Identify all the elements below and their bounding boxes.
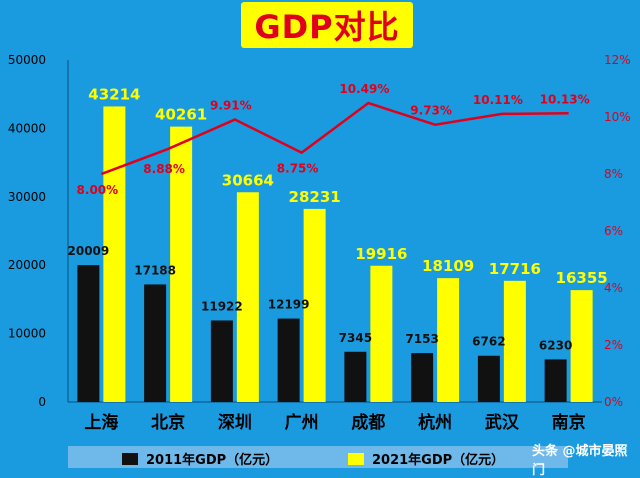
- bar-2011-value-label: 12199: [268, 298, 310, 312]
- bar-2021: [370, 265, 393, 402]
- bar-2011-value-label: 11922: [201, 299, 243, 313]
- bar-2011-value-label: 17188: [134, 263, 176, 277]
- bar-2011-value-label: 7345: [339, 331, 372, 345]
- bar-2021-value-label: 16355: [556, 269, 608, 287]
- category-label: 武汉: [485, 412, 520, 433]
- bar-2011-value-label: 6230: [539, 338, 572, 352]
- y-right-tick-label: 12%: [604, 53, 631, 67]
- bar-2021: [103, 106, 126, 403]
- y-left-tick-label: 40000: [8, 121, 46, 135]
- category-label: 成都: [351, 412, 385, 433]
- legend-label-2021: 2021年GDP（亿元）: [372, 453, 505, 468]
- category-label: 上海: [84, 412, 118, 433]
- bar-2021: [437, 278, 460, 402]
- bar-2021-value-label: 19916: [355, 245, 407, 263]
- growth-label: 10.11%: [473, 93, 523, 107]
- bar-2011: [77, 265, 100, 402]
- watermark: 头条 @城市晏照门: [532, 444, 628, 478]
- growth-label: 8.75%: [277, 162, 319, 176]
- category-label: 北京: [151, 412, 185, 433]
- legend-item-2021: 2021年GDP（亿元）: [348, 449, 504, 468]
- category-label: 南京: [552, 412, 586, 433]
- bar-2011: [411, 353, 434, 402]
- y-right-tick-label: 6%: [604, 224, 623, 238]
- y-right-tick-label: 8%: [604, 167, 623, 181]
- bar-2021: [170, 126, 193, 403]
- legend-swatch-2021: [348, 452, 364, 465]
- bar-2011: [210, 320, 233, 402]
- bar-2021-value-label: 18109: [422, 257, 474, 275]
- legend-bar: [68, 446, 568, 468]
- bar-2011: [144, 284, 167, 402]
- bar-2021-value-label: 40261: [155, 106, 207, 124]
- bar-2011: [477, 355, 500, 402]
- y-left-tick-label: 30000: [8, 190, 46, 204]
- growth-label: 10.49%: [339, 82, 389, 96]
- growth-label: 8.00%: [77, 183, 119, 197]
- bar-2011-value-label: 6762: [472, 335, 505, 349]
- legend-label-2011: 2011年GDP（亿元）: [146, 453, 279, 468]
- chart-title: GDP对比: [241, 2, 413, 48]
- bar-2021-value-label: 17716: [489, 260, 541, 278]
- growth-label: 9.73%: [410, 104, 452, 118]
- bar-2021-value-label: 43214: [88, 85, 140, 103]
- bar-2011-value-label: 7153: [405, 332, 438, 346]
- bar-2011: [544, 359, 567, 402]
- growth-line: [100, 101, 569, 176]
- bar-2021: [570, 290, 593, 402]
- bar-2021-value-label: 30664: [222, 171, 274, 189]
- y-left-tick-label: 20000: [8, 258, 46, 272]
- bar-2021: [236, 192, 259, 402]
- growth-label: 8.88%: [143, 162, 185, 176]
- y-left-tick-label: 50000: [8, 53, 46, 67]
- bar-2011: [344, 351, 367, 402]
- bar-2021-value-label: 28231: [289, 188, 341, 206]
- bar-2021: [503, 280, 526, 402]
- legend-item-2011: 2011年GDP（亿元）: [122, 449, 278, 468]
- bar-2011-value-label: 20009: [68, 244, 110, 258]
- y-right-tick-label: 10%: [604, 110, 631, 124]
- bar-2021: [303, 208, 326, 402]
- category-label: 杭州: [418, 412, 452, 433]
- growth-label: 9.91%: [210, 99, 252, 113]
- y-right-tick-label: 4%: [604, 281, 623, 295]
- legend-swatch-2011: [122, 452, 138, 465]
- bar-2011: [277, 318, 300, 402]
- y-right-tick-label: 2%: [604, 338, 623, 352]
- y-right-tick-label: 0%: [604, 395, 623, 409]
- y-left-tick-label: 0: [38, 395, 46, 409]
- growth-label: 10.13%: [540, 92, 590, 106]
- y-left-tick-label: 10000: [8, 327, 46, 341]
- category-label: 广州: [285, 412, 319, 433]
- category-label: 深圳: [218, 412, 252, 433]
